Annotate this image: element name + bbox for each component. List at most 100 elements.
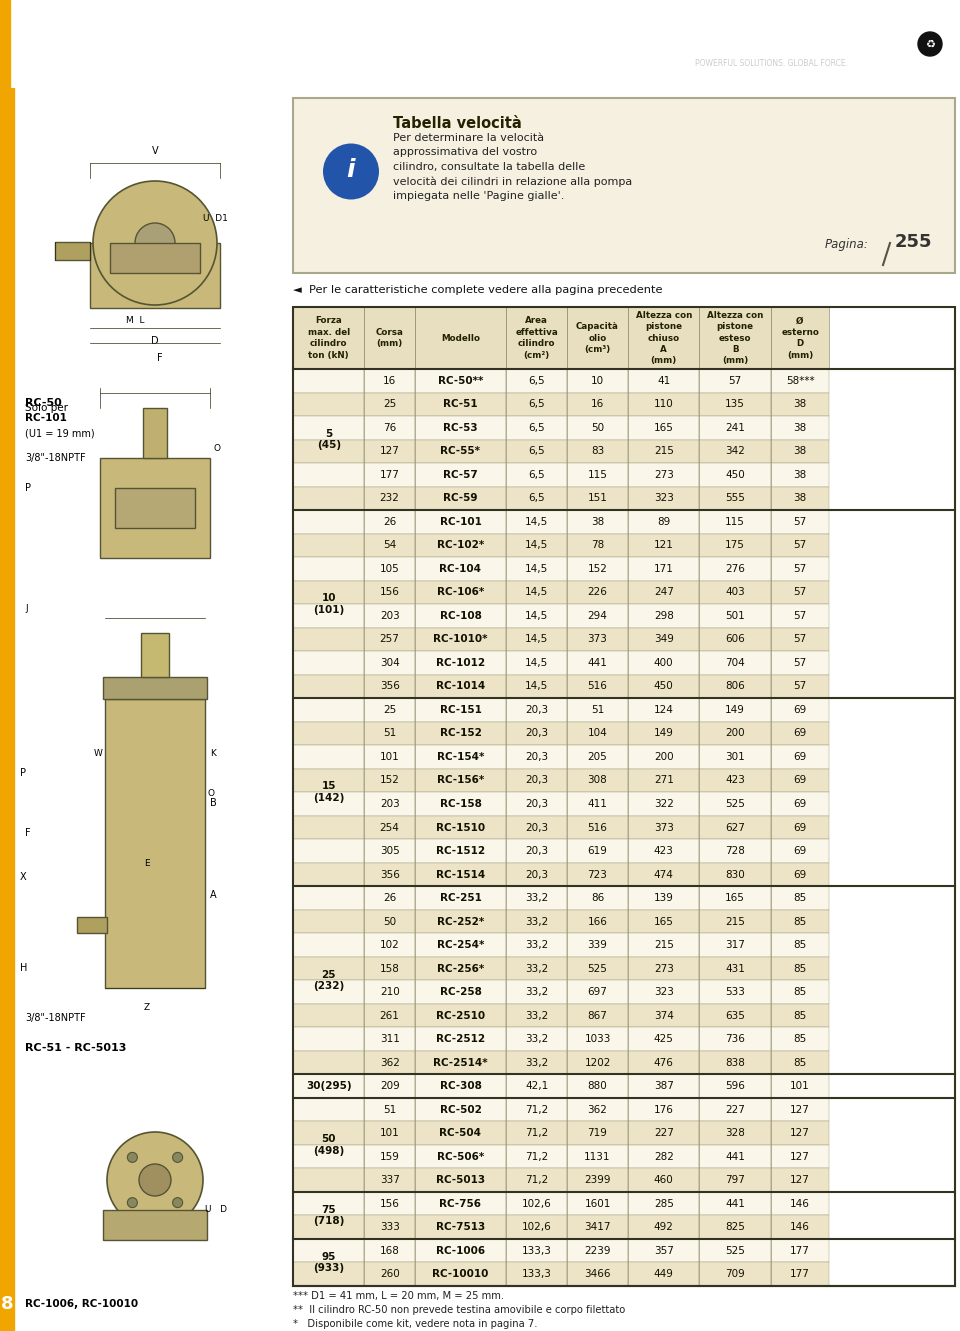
Bar: [293, 628, 365, 651]
Bar: [77, 917, 107, 933]
Text: 215: 215: [654, 446, 674, 457]
Text: 51: 51: [383, 1105, 396, 1114]
Bar: [567, 1145, 628, 1169]
Text: 152: 152: [380, 776, 399, 785]
Bar: [771, 1051, 829, 1074]
Bar: [293, 1074, 365, 1098]
Bar: [365, 933, 415, 957]
Bar: [700, 745, 771, 769]
Text: RC-506*: RC-506*: [437, 1151, 484, 1162]
Bar: [365, 417, 415, 439]
Text: 525: 525: [725, 799, 745, 809]
Bar: [415, 886, 506, 910]
Bar: [365, 558, 415, 580]
Bar: [567, 910, 628, 933]
Text: X: X: [20, 872, 27, 882]
Bar: [415, 580, 506, 604]
Bar: [415, 1145, 506, 1169]
Bar: [771, 417, 829, 439]
Bar: [293, 886, 365, 910]
Bar: [628, 1074, 700, 1098]
Bar: [700, 558, 771, 580]
Text: *   Disponibile come kit, vedere nota in pagina 7.: * Disponibile come kit, vedere nota in p…: [293, 1319, 538, 1328]
Bar: [700, 1263, 771, 1286]
Bar: [365, 463, 415, 487]
Text: 135: 135: [725, 399, 745, 409]
Text: RC-10010: RC-10010: [432, 1270, 489, 1279]
Text: 333: 333: [380, 1222, 399, 1233]
Bar: [506, 1028, 567, 1051]
Text: 14,5: 14,5: [525, 540, 548, 550]
Bar: [628, 769, 700, 792]
Text: ◄  Per le caratteristiche complete vedere alla pagina precedente: ◄ Per le caratteristiche complete vedere…: [293, 285, 662, 295]
Text: 104: 104: [588, 728, 608, 739]
Text: 25: 25: [383, 705, 396, 715]
Text: RC-108: RC-108: [440, 611, 481, 620]
Text: 33,2: 33,2: [525, 1010, 548, 1021]
Bar: [115, 488, 195, 528]
Bar: [506, 1122, 567, 1145]
Bar: [293, 957, 365, 981]
Text: 14,5: 14,5: [525, 635, 548, 644]
Text: Per determinare la velocità
approssimativa del vostro
cilindro, consultate la ta: Per determinare la velocità approssimati…: [393, 133, 633, 201]
Bar: [628, 1028, 700, 1051]
Text: 57: 57: [794, 658, 806, 668]
Text: 441: 441: [725, 1151, 745, 1162]
Bar: [567, 1263, 628, 1286]
Bar: [143, 409, 167, 458]
Text: 200: 200: [654, 752, 674, 761]
Text: O: O: [208, 788, 215, 797]
Bar: [365, 628, 415, 651]
Text: 33,2: 33,2: [525, 964, 548, 973]
Bar: [700, 910, 771, 933]
Circle shape: [107, 1131, 203, 1229]
Bar: [506, 745, 567, 769]
Bar: [415, 558, 506, 580]
Bar: [365, 910, 415, 933]
Text: 33,2: 33,2: [525, 893, 548, 902]
Bar: [293, 558, 365, 580]
Text: 57: 57: [794, 516, 806, 527]
Bar: [293, 1193, 365, 1215]
Text: 71,2: 71,2: [525, 1129, 548, 1138]
Bar: [771, 534, 829, 558]
Text: Ø
esterno
D
(mm): Ø esterno D (mm): [781, 317, 819, 359]
Bar: [567, 510, 628, 534]
Bar: [506, 558, 567, 580]
Text: 257: 257: [380, 635, 399, 644]
Text: RC-50: RC-50: [25, 398, 61, 409]
Bar: [506, 769, 567, 792]
Bar: [567, 933, 628, 957]
Text: RC-756: RC-756: [440, 1199, 482, 1209]
Circle shape: [93, 181, 217, 305]
Bar: [365, 792, 415, 816]
Bar: [415, 463, 506, 487]
Text: 146: 146: [790, 1222, 810, 1233]
Text: 441: 441: [588, 658, 608, 668]
Bar: [567, 393, 628, 417]
Text: RC-7513: RC-7513: [436, 1222, 485, 1233]
Bar: [506, 307, 567, 369]
Bar: [771, 1028, 829, 1051]
Bar: [415, 393, 506, 417]
Bar: [628, 393, 700, 417]
Text: i: i: [347, 157, 355, 181]
Bar: [293, 862, 365, 886]
Text: 101: 101: [790, 1081, 810, 1091]
Bar: [567, 1193, 628, 1215]
Bar: [628, 369, 700, 393]
Bar: [365, 886, 415, 910]
Bar: [415, 957, 506, 981]
Text: 337: 337: [380, 1175, 399, 1185]
Circle shape: [128, 1198, 137, 1207]
Bar: [628, 862, 700, 886]
Bar: [771, 1169, 829, 1193]
Text: 449: 449: [654, 1270, 674, 1279]
Text: Serie RC DUO, Cilindri a semplice effetto: Serie RC DUO, Cilindri a semplice effett…: [18, 31, 686, 59]
Bar: [415, 534, 506, 558]
Bar: [628, 816, 700, 840]
Bar: [506, 910, 567, 933]
Text: 127: 127: [790, 1129, 810, 1138]
Bar: [700, 1074, 771, 1098]
Text: RC-156*: RC-156*: [437, 776, 484, 785]
